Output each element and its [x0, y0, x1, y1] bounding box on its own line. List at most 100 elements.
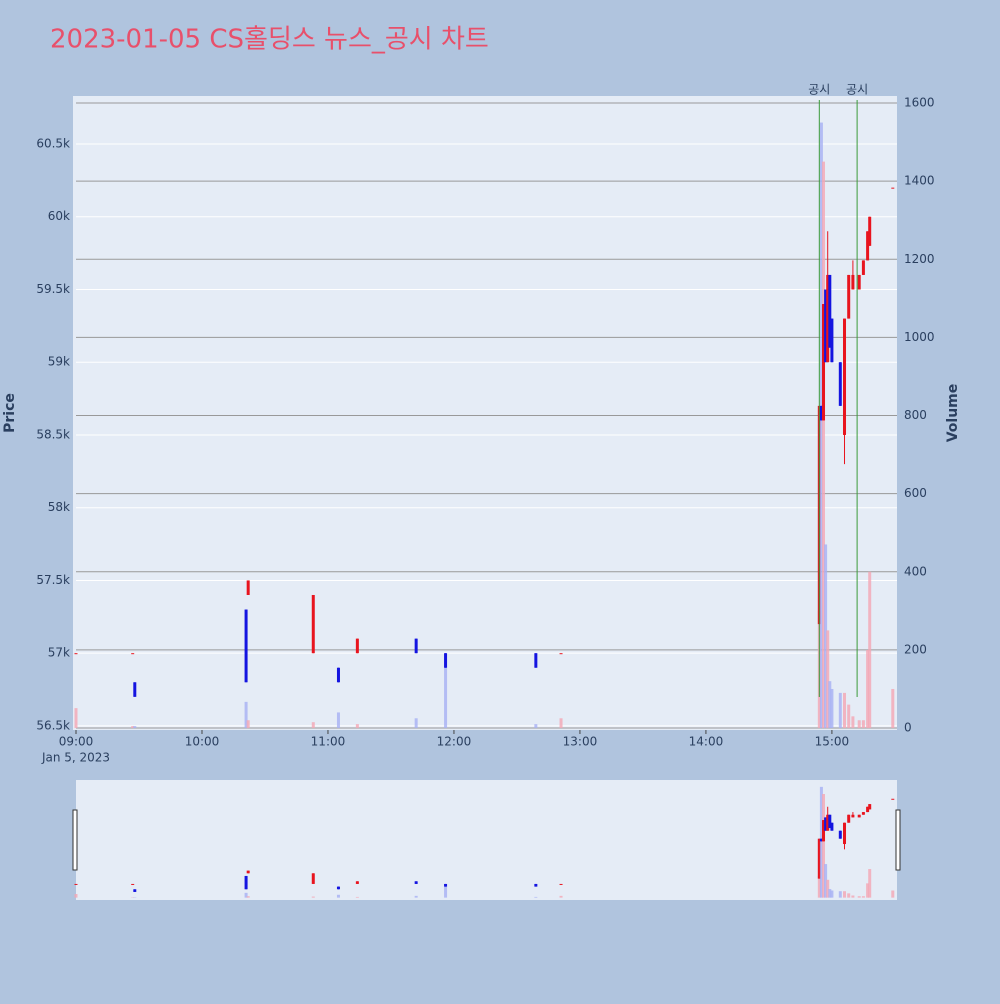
volume-bar	[560, 718, 563, 728]
y2-tick-label: 0	[904, 721, 912, 735]
slider-volume-bar	[337, 895, 340, 898]
candle-body	[131, 653, 134, 654]
y2-tick-label: 800	[904, 408, 927, 422]
slider-candle-body	[858, 815, 861, 818]
volume-bar	[133, 726, 136, 728]
candle-body	[247, 580, 250, 595]
candle-body	[75, 653, 78, 654]
volume-bar	[847, 705, 850, 728]
slider-volume-bar	[534, 897, 537, 898]
slider-candle-body	[891, 799, 894, 800]
candle-body	[862, 260, 865, 275]
slider-volume-bar	[847, 893, 850, 897]
slider-volume-bar	[862, 896, 865, 897]
slider-candle-body	[337, 887, 340, 890]
slider-candle-body	[247, 871, 250, 874]
volume-bar	[247, 720, 250, 728]
slider-volume-bar	[75, 894, 78, 898]
y-tick-label: 58k	[48, 500, 70, 514]
slider-candle-body	[868, 804, 871, 809]
candle-body	[851, 275, 854, 290]
slider-volume-bar	[839, 891, 842, 897]
slider-candle-body	[312, 873, 315, 884]
slider-candle-body	[245, 876, 248, 889]
candle-body	[337, 668, 340, 683]
slider-volume-bar	[444, 886, 447, 897]
slider-candle-body	[839, 831, 842, 839]
y-tick-label: 57k	[48, 646, 70, 660]
slider-volume-bar	[851, 895, 854, 897]
y2-tick-label: 1400	[904, 174, 935, 188]
candle-body	[245, 610, 248, 683]
slider-candle-body	[560, 884, 563, 885]
candle-body	[830, 319, 833, 363]
volume-bar	[843, 693, 846, 728]
candle-body	[868, 217, 871, 246]
slider-volume-bar	[868, 869, 871, 898]
x-tick-label: 10:00	[185, 735, 220, 749]
slider-volume-bar	[312, 897, 315, 898]
slider-candle-body	[851, 815, 854, 818]
slider-candle-body	[444, 884, 447, 887]
candle-body	[839, 362, 842, 406]
slider-handle[interactable]	[896, 810, 900, 870]
y2-tick-label: 400	[904, 564, 927, 578]
y-tick-label: 58.5k	[36, 427, 70, 441]
candle-body	[312, 595, 315, 653]
slider-volume-bar	[843, 891, 846, 897]
volume-bar	[830, 689, 833, 728]
candle-body	[356, 639, 359, 654]
y-axis-title: Price	[2, 393, 18, 433]
slider-candle-body	[534, 884, 537, 887]
slider-candle-body	[75, 884, 78, 885]
y2-tick-label: 200	[904, 642, 927, 656]
slider-volume-bar	[247, 896, 250, 897]
y-tick-label: 57.5k	[36, 573, 70, 587]
slider-candle-body	[356, 881, 359, 884]
y2-tick-label: 600	[904, 486, 927, 500]
x-tick-label: 13:00	[563, 735, 598, 749]
candle-body	[415, 639, 418, 654]
volume-bar	[75, 708, 78, 728]
y2-axis-title: Volume	[945, 384, 961, 443]
volume-bar	[312, 722, 315, 728]
volume-bar	[534, 724, 537, 728]
candle-body	[891, 188, 894, 189]
slider-candle-body	[133, 889, 136, 892]
slider-candle-body	[847, 815, 850, 823]
annotation-label: 공시	[808, 83, 830, 97]
volume-bar	[444, 666, 447, 729]
y2-tick-label: 1200	[904, 252, 935, 266]
slider-volume-bar	[858, 896, 861, 897]
slider-volume-bar	[356, 897, 359, 898]
candle-body	[444, 653, 447, 668]
slider-candle-body	[131, 884, 134, 885]
y-tick-label: 60.5k	[36, 137, 70, 151]
slider-volume-bar	[560, 896, 563, 898]
volume-bar	[851, 716, 854, 728]
y-tick-label: 56.5k	[36, 718, 70, 732]
y-tick-label: 59.5k	[36, 282, 70, 296]
range-slider[interactable]	[76, 780, 897, 900]
x-tick-label: 12:00	[437, 735, 472, 749]
x-tick-label: 15:00	[815, 735, 850, 749]
candle-body	[560, 653, 563, 654]
candle-body	[133, 682, 136, 697]
slider-candle-body	[843, 823, 846, 844]
volume-bar	[415, 718, 418, 728]
candle-body	[843, 319, 846, 435]
x-tick-label: 14:00	[689, 735, 724, 749]
slider-candle-body	[415, 881, 418, 884]
volume-bar	[337, 712, 340, 728]
x-tick-label: 09:00	[59, 735, 94, 749]
candle-body	[847, 275, 850, 319]
annotation-label: 공시	[846, 83, 868, 97]
slider-volume-bar	[891, 890, 894, 897]
x-date-label: Jan 5, 2023	[41, 751, 110, 765]
slider-volume-bar	[415, 896, 418, 898]
candle-body	[858, 275, 861, 290]
volume-bar	[868, 572, 871, 728]
slider-handle[interactable]	[73, 810, 77, 870]
y-tick-label: 60k	[48, 209, 70, 223]
